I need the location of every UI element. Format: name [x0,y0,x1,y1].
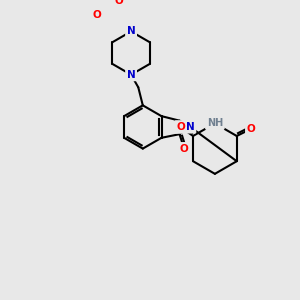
Text: O: O [92,10,101,20]
Text: O: O [180,144,188,154]
Text: NH: NH [207,118,223,128]
Text: NH: NH [207,118,223,128]
Text: N: N [127,70,135,80]
Text: N: N [186,122,195,132]
Text: O: O [247,124,256,134]
Text: O: O [247,124,256,134]
Text: O: O [114,0,123,6]
Text: N: N [127,26,135,36]
Text: O: O [176,122,185,132]
Text: O: O [176,122,185,132]
